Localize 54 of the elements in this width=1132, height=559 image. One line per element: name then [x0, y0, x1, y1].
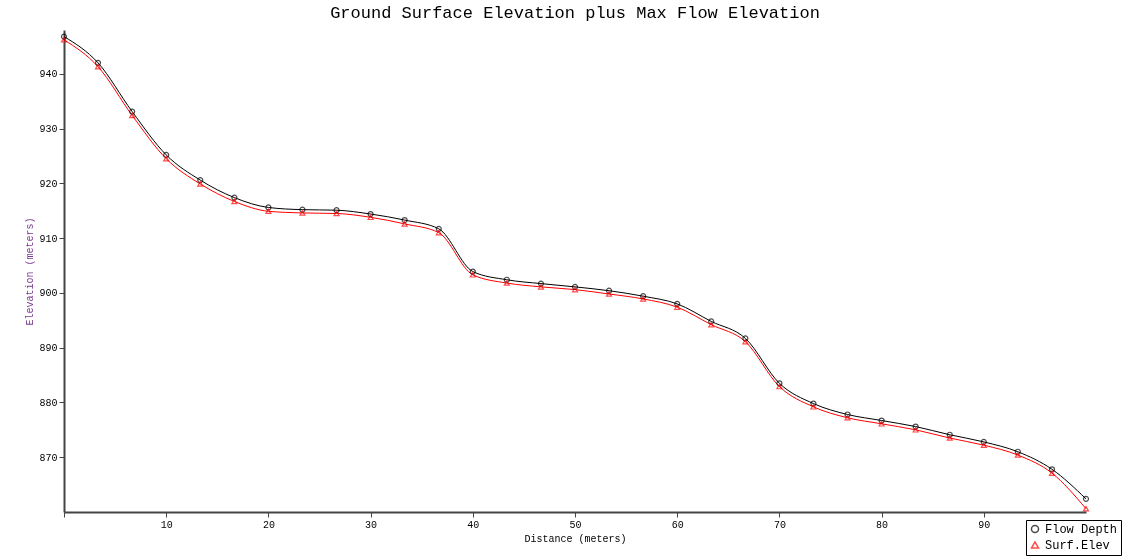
point	[231, 198, 238, 205]
y-tick-label: 940	[39, 69, 58, 81]
point	[1082, 505, 1090, 512]
point	[94, 59, 102, 66]
point	[435, 229, 442, 236]
y-tick-label: 900	[39, 288, 58, 300]
y-tick-label: 880	[39, 397, 58, 409]
point	[197, 181, 204, 187]
point	[299, 210, 306, 216]
point	[94, 63, 102, 70]
point	[1014, 452, 1021, 458]
point	[163, 151, 170, 158]
point	[946, 435, 953, 441]
y-tick-label: 920	[39, 178, 58, 190]
legend-label: Flow Depth	[1045, 523, 1118, 537]
y-tick-label: 890	[39, 343, 58, 355]
point	[129, 112, 136, 119]
point	[878, 421, 885, 427]
x-tick-label: 70	[773, 519, 786, 531]
point	[401, 221, 408, 227]
x-tick-label: 80	[876, 519, 889, 531]
point	[503, 280, 510, 286]
point	[469, 272, 476, 278]
y-tick-label: 870	[39, 452, 58, 464]
x-tick-label: 30	[365, 519, 378, 531]
x-axis-title: Distance (meters)	[524, 533, 627, 545]
x-tick-label: 20	[262, 519, 275, 531]
point	[1048, 470, 1056, 476]
point	[163, 155, 170, 162]
point	[401, 216, 408, 224]
point	[605, 291, 613, 297]
x-tick-label: 40	[467, 519, 480, 531]
y-axis-title: Elevation (meters)	[25, 217, 37, 326]
point	[980, 442, 987, 448]
chart-title: Ground Surface Elevation plus Max Flow Elevation	[330, 4, 820, 23]
x-tick-label: 10	[160, 519, 173, 531]
point	[810, 404, 817, 410]
point	[912, 427, 919, 433]
x-tick-label: 90	[978, 519, 991, 531]
x-tick-label: 50	[569, 519, 582, 531]
x-tick-label: 60	[671, 519, 684, 531]
point	[844, 415, 851, 421]
point	[265, 204, 272, 211]
point	[537, 284, 545, 290]
point	[265, 208, 272, 215]
point	[674, 304, 681, 310]
point	[367, 214, 374, 221]
point	[435, 225, 442, 232]
y-tick-label: 930	[39, 124, 58, 136]
point	[231, 194, 238, 201]
y-tick-label: 910	[39, 233, 58, 245]
point	[60, 37, 68, 43]
point	[197, 176, 204, 184]
legend-label: Surf.Elev	[1045, 539, 1110, 553]
